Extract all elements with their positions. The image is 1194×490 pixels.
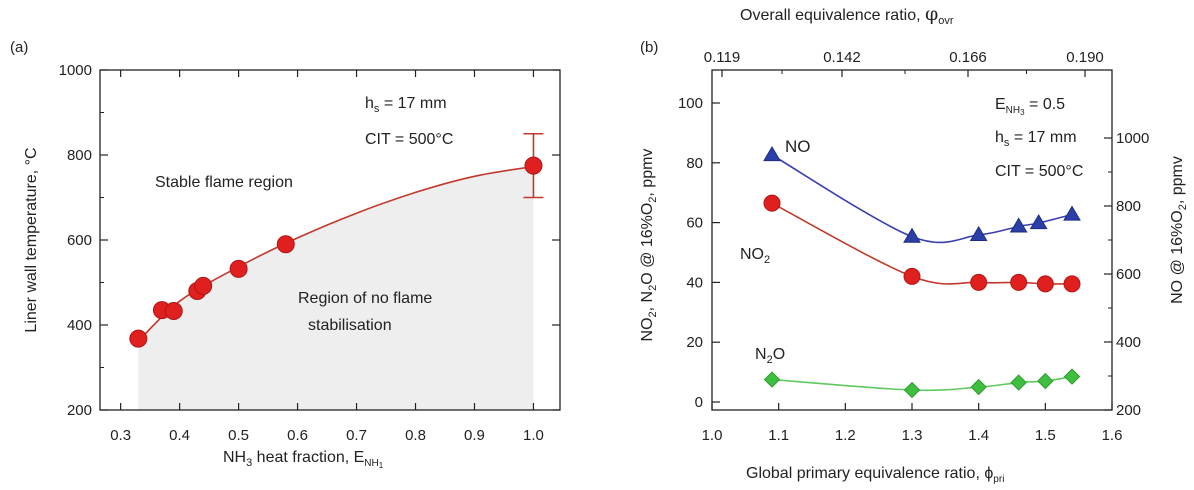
panel-b-x-tick-label: 1.2 (835, 427, 856, 444)
panel-a-data-point (276, 235, 295, 254)
panel-a-y-tick-label: 400 (67, 317, 92, 334)
panel-a-hs-annotation: hs = 17 mm (365, 95, 447, 115)
panel-a: (a) 0.3 0.4 0.5 0.6 0.7 0.8 0.9 1.0 200 400 600 80… (10, 39, 561, 470)
panel-b-right-tick-label: 800 (1116, 198, 1141, 215)
panel-b-enh3-annotation: ENH3 = 0.5 (995, 96, 1065, 117)
panel-b-x-tick-label: 1.5 (1035, 427, 1056, 444)
panel-a-x-tick-label: 0.3 (110, 427, 131, 444)
panel-a-y-tick-label: 600 (67, 232, 92, 249)
panel-a-data-point (194, 276, 213, 295)
panel-b-x-ticks: 1.0 1.1 1.2 1.3 1.4 1.5 1.6 (702, 403, 1123, 444)
panel-b-top-axis-label: Overall equivalence ratio, φovr (740, 3, 954, 27)
series-label-no2: NO2 (740, 246, 770, 266)
series-label-no: NO (785, 137, 811, 156)
no-flame-region-label-line1: Region of no flame (298, 290, 432, 307)
panel-a-x-axis-label: NH3 heat fraction, ENH1 (223, 449, 384, 470)
n2o-data-point (1010, 374, 1027, 391)
panel-a-y-axis-label: Liner wall temperature, °C (23, 147, 40, 332)
panel-b-x-tick-label: 1.1 (768, 427, 789, 444)
n2o-data-point (1063, 368, 1081, 385)
panel-b-left-y-ticks: 0 20 40 60 80 100 (678, 95, 720, 411)
panel-a-x-ticks: 0.3 0.4 0.5 0.6 0.7 0.8 0.9 1.0 (110, 70, 544, 444)
panel-b-x-axis-label: Global primary equivalence ratio, ϕpri (746, 465, 1004, 485)
panel-b-top-tick-label: 0.142 (823, 49, 861, 66)
panel-a-cit-annotation: CIT = 500°C (365, 131, 453, 148)
panel-b-x-tick-label: 1.3 (902, 427, 923, 444)
panel-b-hs-annotation: hs = 17 mm (995, 129, 1077, 149)
stable-flame-region-label: Stable flame region (155, 174, 293, 191)
no2-data-point (1010, 273, 1028, 291)
panel-b-top-ticks: 0.119 0.142 0.166 0.190 (704, 49, 1104, 77)
panel-b-right-y-ticks: 200 400 600 800 1000 (1104, 130, 1149, 419)
panel-a-y-tick-label: 1000 (59, 62, 92, 79)
no-data-point (1063, 205, 1081, 221)
panel-b-left-tick-label: 0 (695, 394, 703, 411)
panel-a-x-tick-label: 0.7 (346, 427, 367, 444)
panel-b-left-tick-label: 40 (686, 274, 703, 291)
no-flame-region-shade (138, 166, 534, 410)
n2o-data-point (970, 378, 987, 396)
panel-b-data-points (763, 146, 1081, 399)
panel-a-x-tick-label: 0.9 (464, 427, 485, 444)
panel-a-data-points (129, 156, 543, 348)
panel-a-data-point (524, 156, 543, 175)
panel-b-left-tick-label: 60 (686, 215, 703, 232)
n2o-data-point (903, 381, 921, 399)
panel-a-fit-curve (137, 165, 534, 342)
panel-a-x-tick-label: 0.4 (169, 427, 190, 444)
no-flame-region-label-line2: stabilisation (308, 317, 392, 334)
panel-b-left-tick-label: 20 (686, 334, 703, 351)
panel-b-cit-annotation: CIT = 500°C (995, 163, 1083, 180)
panel-b-right-tick-label: 1000 (1116, 130, 1149, 147)
panel-a-y-ticks: 200 400 600 800 1000 (59, 62, 560, 419)
panel-a-x-tick-label: 0.6 (287, 427, 308, 444)
no2-data-point (1063, 275, 1081, 293)
panel-b-label: (b) (640, 39, 658, 56)
panel-b-right-y-axis-label: NO @ 16%O2, ppmv (1169, 156, 1189, 304)
no2-data-point (903, 267, 921, 285)
panel-a-x-tick-label: 1.0 (523, 427, 544, 444)
panel-b-right-tick-label: 200 (1116, 402, 1141, 419)
no-data-point (969, 225, 988, 241)
panel-b-right-tick-label: 400 (1116, 334, 1141, 351)
panel-a-data-point (229, 259, 248, 278)
panel-b-top-tick-label: 0.119 (704, 49, 740, 66)
panel-b-left-tick-label: 100 (678, 95, 703, 112)
panel-a-x-tick-label: 0.8 (405, 427, 426, 444)
n2o-data-point (1037, 372, 1054, 390)
no2-data-point (970, 273, 988, 291)
no2-data-point (1036, 275, 1054, 293)
n2o-data-point (763, 371, 781, 388)
no-data-point (1009, 217, 1028, 233)
panel-b: (b) Overall equivalence ratio, φovr 1.0 1… (639, 3, 1189, 485)
no-data-point (763, 146, 781, 162)
panel-b-x-tick-label: 1.0 (702, 427, 723, 444)
panel-b-x-tick-label: 1.6 (1102, 427, 1123, 444)
panel-a-data-point (164, 301, 183, 320)
panel-a-data-point (129, 329, 148, 348)
panel-b-right-tick-label: 600 (1116, 266, 1141, 283)
panel-a-x-tick-label: 0.5 (228, 427, 249, 444)
panel-a-y-tick-label: 800 (67, 147, 92, 164)
panel-b-top-tick-label: 0.166 (949, 49, 987, 66)
panel-b-left-tick-label: 80 (686, 155, 703, 172)
no2-fit-curve (771, 202, 1073, 285)
panel-b-top-tick-label: 0.190 (1066, 49, 1104, 66)
no-data-point (903, 227, 921, 243)
series-label-n2o: N2O (755, 346, 785, 366)
no-data-point (1029, 214, 1048, 230)
n2o-fit-curve (771, 375, 1073, 392)
panel-b-left-y-axis-label: NO2, N2O @ 16%O2, ppmv (639, 149, 659, 342)
panel-b-x-tick-label: 1.4 (968, 427, 989, 444)
no2-data-point (763, 194, 781, 212)
panel-a-y-tick-label: 200 (67, 402, 92, 419)
panel-a-label: (a) (10, 39, 28, 56)
